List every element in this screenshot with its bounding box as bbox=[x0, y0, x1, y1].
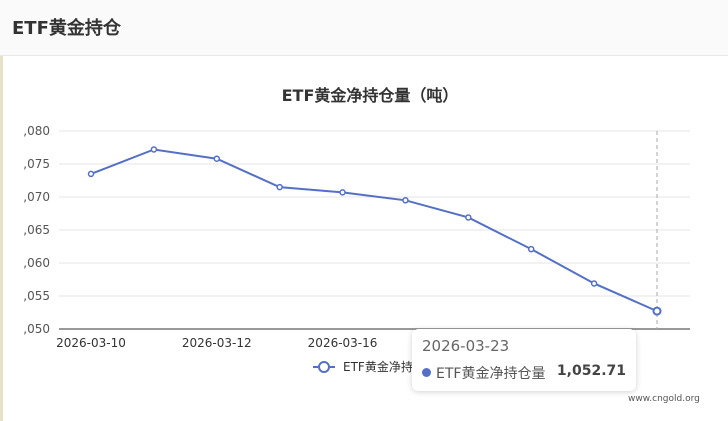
data-point[interactable] bbox=[652, 306, 662, 316]
series-points[interactable] bbox=[87, 146, 662, 316]
tooltip-date: 2026-03-23 bbox=[422, 337, 510, 355]
legend-marker-icon bbox=[318, 361, 330, 373]
grid-lines bbox=[59, 130, 690, 297]
series-line bbox=[90, 148, 658, 313]
tooltip: 2026-03-23 ETF黄金净持仓量 1,052.71 bbox=[412, 329, 636, 391]
x-tick-label: 2026-03-10 bbox=[56, 336, 126, 350]
chart: ETF黄金净持仓量（吨） ,050 ,055 ,060 ,065 ,070 ,075 ,08… bbox=[23, 86, 690, 374]
panel-header: ETF黄金持仓 bbox=[0, 0, 728, 56]
y-tick-label: ,055 bbox=[23, 289, 50, 303]
x-tick-label: 2026-03-16 bbox=[308, 336, 378, 350]
data-point[interactable] bbox=[213, 155, 221, 162]
data-point[interactable] bbox=[87, 170, 95, 178]
chart-title: ETF黄金净持仓量（吨） bbox=[282, 86, 459, 105]
series-dot-icon bbox=[422, 368, 431, 377]
x-axis-ticks: 2026-03-10 2026-03-12 2026-03-16 bbox=[56, 336, 377, 350]
tooltip-value: 1,052.71 bbox=[556, 363, 626, 379]
data-point[interactable] bbox=[590, 280, 598, 287]
y-tick-label: ,070 bbox=[23, 190, 50, 204]
y-axis-ticks: ,050 ,055 ,060 ,065 ,070 ,075 ,080 bbox=[23, 124, 50, 336]
legend[interactable]: ETF黄金净持 bbox=[313, 359, 413, 374]
legend-label: ETF黄金净持 bbox=[343, 359, 413, 374]
panel-title: ETF黄金持仓 bbox=[12, 18, 121, 39]
watermark: www.cngold.org bbox=[628, 394, 700, 404]
tooltip-row: ETF黄金净持仓量 1,052.71 bbox=[422, 363, 626, 383]
data-point[interactable] bbox=[465, 214, 472, 221]
data-point[interactable] bbox=[402, 197, 409, 204]
y-tick-label: ,060 bbox=[23, 256, 50, 270]
data-point[interactable] bbox=[527, 245, 535, 253]
tooltip-series-name: ETF黄金净持仓量 bbox=[436, 366, 546, 382]
x-tick-label: 2026-03-12 bbox=[182, 336, 252, 350]
y-tick-label: ,075 bbox=[23, 157, 50, 171]
data-point[interactable] bbox=[339, 189, 346, 196]
y-tick-label: ,065 bbox=[23, 223, 50, 237]
data-point[interactable] bbox=[150, 146, 158, 153]
data-point[interactable] bbox=[276, 183, 283, 191]
y-tick-label: ,080 bbox=[23, 124, 50, 138]
y-tick-label: ,050 bbox=[23, 322, 50, 336]
